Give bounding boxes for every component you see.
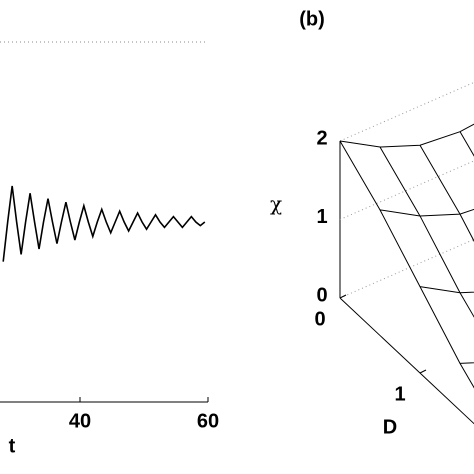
panel-label: (b) — [299, 8, 325, 30]
x-tick-label: 0 — [314, 308, 325, 330]
x-tick-label: 60 — [197, 410, 219, 432]
surface-line — [379, 146, 474, 318]
z-tick-label: 2 — [316, 127, 327, 149]
grid-line — [339, 238, 474, 299]
surface-line — [419, 144, 474, 243]
surface-line — [419, 286, 474, 294]
grid-line — [339, 81, 474, 142]
surface-line — [459, 131, 474, 157]
surface-line — [339, 123, 474, 148]
z-tick-label: 1 — [316, 206, 327, 228]
z-tick-label: 0 — [316, 284, 327, 306]
surface-line — [459, 362, 474, 364]
z-axis-label: χ — [270, 192, 282, 216]
x-axis-label: t — [9, 435, 16, 457]
grid-line — [339, 160, 474, 220]
x-tick-label: 1 — [394, 383, 405, 405]
surface-line — [379, 208, 474, 217]
x-tick-label: 40 — [69, 410, 91, 432]
x-axis-label: D — [383, 416, 397, 438]
x-axis — [339, 297, 474, 425]
surface-line — [339, 140, 474, 389]
data-line — [2, 185, 206, 262]
x-tick — [419, 369, 427, 374]
x-tick — [339, 294, 347, 299]
